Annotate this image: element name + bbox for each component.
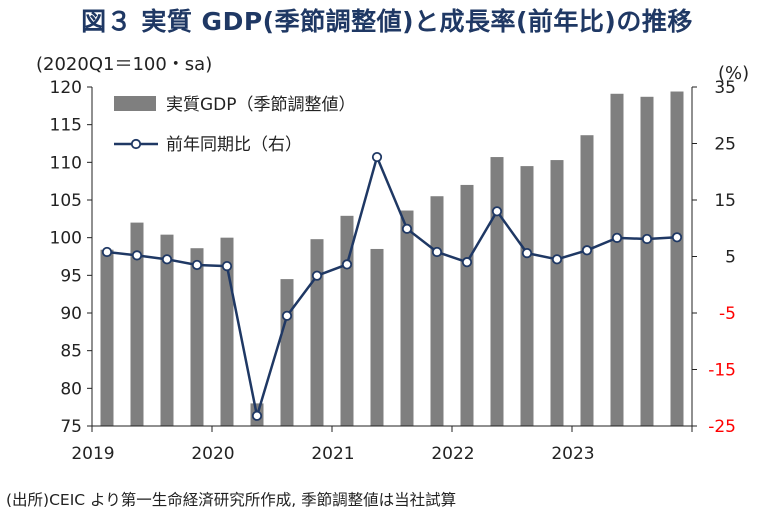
growth-point-2021Q4 [431,246,443,258]
bar-2022Q2 [490,157,504,426]
growth-point-2020Q2 [251,410,263,421]
bar-2020Q4 [310,239,324,426]
growth-point-2023Q1 [581,245,593,256]
x-tick-label-2020: 2020 [191,444,234,464]
left-axis-unit-label: (2020Q1＝100・sa) [36,54,213,75]
growth-point-2022Q3 [521,248,533,259]
growth-point-2019Q2 [131,250,143,261]
growth-point-2019Q1 [101,246,113,258]
legend-bar-swatch [114,96,156,111]
growth-point-2023Q4 [671,232,683,243]
bar-2023Q4 [670,91,684,427]
right-tick-label: -15 [708,361,736,381]
left-tick-label: 115 [50,116,82,136]
left-tick-label: 95 [60,266,82,286]
axes: 120 115 110 105 100 95 90 85 80 75 35 25 15 5 -5 -15 -25… [50,78,736,464]
right-tick-label: 25 [714,135,736,155]
bar-2020Q3 [280,279,294,426]
growth-point-2019Q3 [161,254,173,265]
bar-2023Q1 [580,135,594,427]
growth-point-2021Q3 [401,223,413,234]
bar-2019Q1 [100,249,114,426]
legend: 実質GDP（季節調整値） 前年同期比（右） [114,95,356,155]
left-tick-label: 110 [50,153,82,173]
left-tick-label: 85 [60,342,82,362]
growth-point-2022Q1 [461,257,473,268]
x-tick-label-2022: 2022 [431,444,474,464]
right-axis-unit-label: (%) [718,63,750,84]
bar-2021Q2 [370,248,384,426]
bar-2022Q1 [460,184,474,426]
source-note: (出所)CEIC より第一生命経済研究所作成, 季節調整値は当社試算 [6,491,457,509]
left-tick-label: 90 [60,304,82,324]
growth-point-2023Q2 [611,232,623,243]
bar-2023Q3 [640,96,654,426]
left-tick-label: 80 [60,379,82,399]
growth-point-2021Q2 [371,151,383,163]
left-tick-label: 75 [60,417,82,437]
right-tick-label: -25 [708,417,736,437]
growth-point-2022Q2 [491,206,503,217]
bar-2021Q1 [340,215,354,426]
x-tick-label-2021: 2021 [311,444,354,464]
bar-2022Q3 [520,166,534,426]
growth-point-2020Q3 [281,310,293,321]
right-tick-label: 35 [714,78,736,98]
chart-title: 図３ 実質 GDP(季節調整値)と成長率(前年比)の推移 [81,7,693,36]
bar-2022Q4 [550,160,564,426]
bar-2021Q3 [400,210,414,426]
left-tick-label: 120 [50,78,82,98]
growth-point-2020Q1 [221,261,233,272]
right-tick-label: 5 [725,248,736,268]
left-tick-label: 105 [50,191,82,211]
bar-2021Q4 [430,196,444,426]
growth-point-2022Q4 [551,254,563,265]
legend-line-label: 前年同期比（右） [166,135,302,155]
bar-2023Q2 [610,93,624,426]
right-tick-label: -5 [719,304,736,324]
growth-point-2023Q3 [641,233,653,245]
bar-2019Q2 [130,222,144,426]
legend-line-marker [130,138,142,150]
growth-point-2019Q4 [191,259,203,271]
legend-bar-label: 実質GDP（季節調整値） [166,95,356,115]
x-tick-label-2019: 2019 [71,444,114,464]
line-series [101,151,683,421]
growth-point-2020Q4 [311,270,323,281]
bar-2019Q3 [160,234,174,426]
right-tick-label: 15 [714,191,736,211]
x-tick-label-2023: 2023 [551,444,594,464]
left-tick-label: 100 [50,229,82,249]
growth-point-2021Q1 [341,259,353,270]
bar-2019Q4 [190,248,204,426]
